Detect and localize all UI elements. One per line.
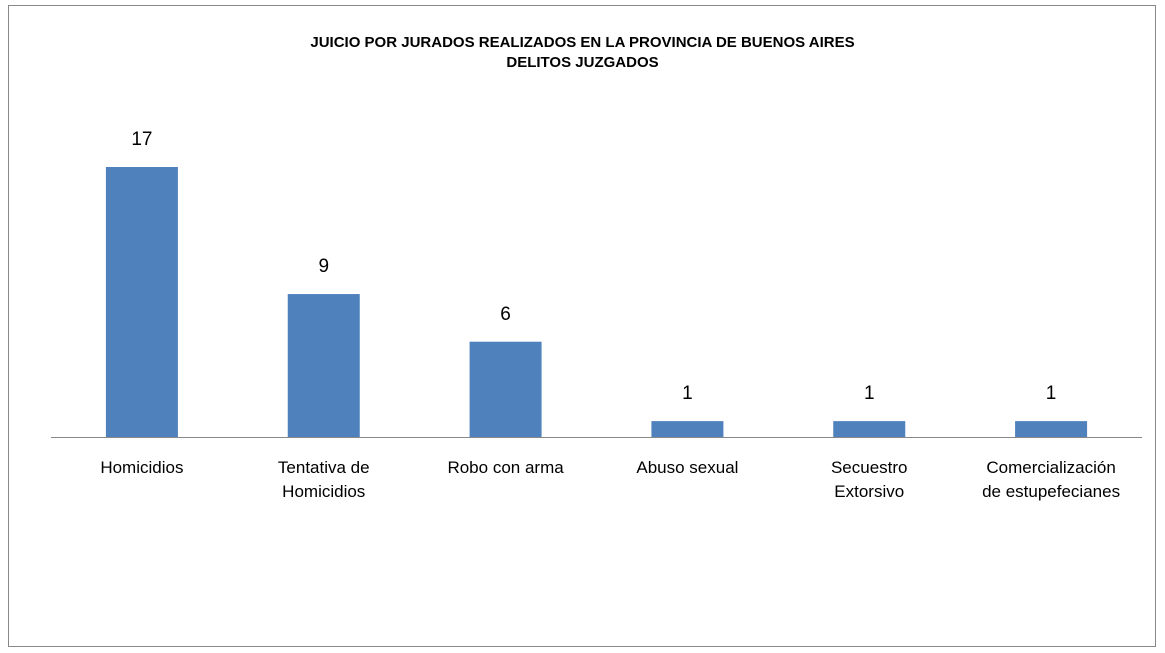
x-tick-label: Homicidios — [100, 458, 184, 477]
bar — [287, 294, 360, 437]
chart-title: JUICIO POR JURADOS REALIZADOS EN LA PROV… — [310, 34, 855, 51]
data-label: 1 — [682, 383, 693, 405]
x-tick-label: Tentativa de Homicidios — [277, 458, 370, 501]
chart-frame — [8, 5, 1156, 647]
data-label: 6 — [500, 303, 511, 325]
chart-subtitle: DELITOS JUZGADOS — [506, 54, 659, 71]
data-label: 1 — [863, 383, 875, 405]
x-tick-label: Secuestro Extorsivo — [830, 458, 908, 501]
bar — [1015, 421, 1088, 437]
bar — [469, 341, 542, 437]
x-tick-label: Comercialización de estupefecianes — [982, 458, 1121, 501]
data-label: 9 — [318, 256, 330, 278]
bar — [833, 421, 906, 437]
x-tick-label: Abuso sexual — [636, 458, 739, 477]
data-label: 1 — [1045, 383, 1057, 405]
data-label: 17 — [131, 129, 153, 150]
bar — [105, 167, 178, 437]
bar — [651, 421, 724, 437]
x-tick-label: Robo con arma — [447, 458, 564, 477]
